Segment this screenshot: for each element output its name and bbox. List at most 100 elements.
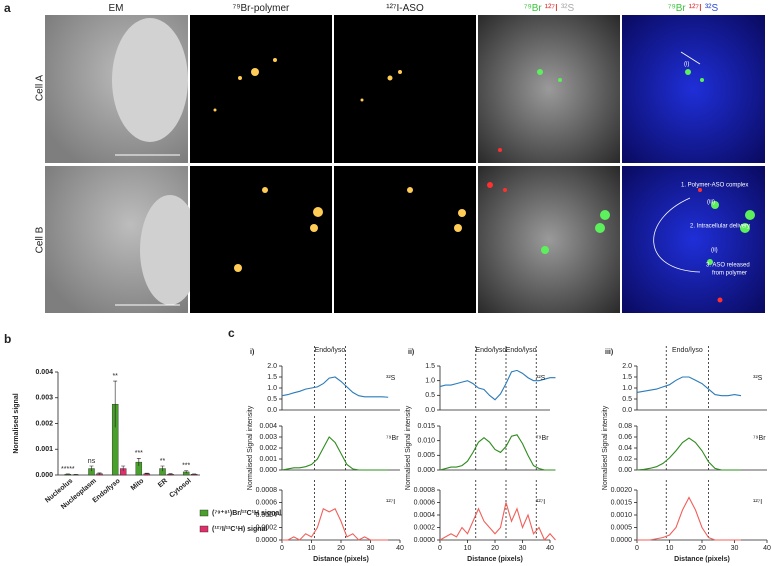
x-tick-label: ER xyxy=(157,478,169,490)
header-part: ⁷⁹Br xyxy=(668,3,687,14)
y-tick-label: 1.0 xyxy=(425,378,435,385)
error-bar xyxy=(168,473,173,475)
line xyxy=(439,434,556,471)
i-image xyxy=(334,15,476,163)
y-tick-label: 1.5 xyxy=(622,374,632,381)
x-tick-label: 0 xyxy=(635,545,639,552)
error-bar xyxy=(89,465,94,472)
y-tick-label: 0.08 xyxy=(618,423,632,430)
significance: ** xyxy=(112,373,118,380)
y-tick-label: 0.0006 xyxy=(256,499,278,506)
header-part: ³²S xyxy=(705,3,719,14)
y-tick-label: 0.0002 xyxy=(414,524,436,531)
element-label: ³²S xyxy=(536,375,546,382)
x-tick-label: 20 xyxy=(698,545,706,552)
line xyxy=(281,376,389,398)
y-tick-label: 0.004 xyxy=(259,423,277,430)
y-tick-label: 0.0 xyxy=(425,407,435,414)
panel-letter: c xyxy=(228,326,235,340)
hotspots xyxy=(213,58,466,272)
line xyxy=(439,502,556,542)
y-tick-label: 0.0000 xyxy=(256,537,278,544)
y-tick-label: 0.0006 xyxy=(414,499,436,506)
error-bar xyxy=(121,465,126,472)
y-axis-label: Normalised signal xyxy=(13,393,20,453)
subplot-title: i) xyxy=(250,349,254,356)
header-part: ³²S xyxy=(561,3,575,14)
br-image xyxy=(190,15,332,163)
error-bar xyxy=(192,473,197,475)
error-bar xyxy=(160,465,165,472)
y-tick-label: 0.0 xyxy=(267,407,277,414)
error-bar xyxy=(73,474,78,475)
y-tick-label: 0.0020 xyxy=(611,487,633,494)
subplot-title: iii) xyxy=(605,349,613,356)
overlay-image xyxy=(478,15,620,163)
element-label: ³²S xyxy=(386,375,396,382)
y-tick-label: 0.0010 xyxy=(611,512,633,519)
region-label: Endo/lyso xyxy=(506,347,537,354)
annotation: (iii) xyxy=(707,200,715,206)
line xyxy=(282,507,389,541)
red-spots xyxy=(487,148,723,303)
y-tick-label: 1.0 xyxy=(622,385,632,392)
line xyxy=(439,369,556,401)
y-axis-label: Normalised Signal intensity xyxy=(405,405,412,490)
pointer xyxy=(680,51,701,65)
error-bar xyxy=(65,473,70,475)
x-axis-label: Distance (pixels) xyxy=(313,556,369,563)
overlay-blue-image xyxy=(622,15,765,163)
x-tick-label: Mito xyxy=(130,478,146,493)
element-label: ³²S xyxy=(753,375,763,382)
row-label: Cell A xyxy=(35,75,46,101)
element-label: ¹²⁷I xyxy=(386,499,395,506)
annotation: from polymer xyxy=(712,271,747,277)
panel-letter: a xyxy=(4,1,11,15)
y-axis-label: Normalised Signal intensity xyxy=(602,405,609,490)
x-tick-label: 0 xyxy=(438,545,442,552)
y-tick-label: 0.003 xyxy=(35,395,53,402)
x-axis-label: Distance (pixels) xyxy=(674,556,730,563)
x-tick-label: 20 xyxy=(491,545,499,552)
header-part: ¹²⁷I xyxy=(689,3,702,14)
y-tick-label: 0.003 xyxy=(259,434,277,441)
x-tick-label: 10 xyxy=(308,545,316,552)
x-tick-label: 30 xyxy=(731,545,739,552)
y-tick-label: 0.002 xyxy=(259,445,277,452)
element-label: ⁷⁹Br xyxy=(536,435,549,442)
x-tick-label: Cytosol xyxy=(168,478,192,500)
significance: *** xyxy=(182,462,190,469)
error-bar xyxy=(113,380,118,428)
green-spots xyxy=(537,69,755,265)
y-tick-label: 2.0 xyxy=(267,363,277,370)
y-tick-label: 0.0004 xyxy=(256,512,278,519)
y-tick-label: 0.002 xyxy=(35,420,53,427)
y-tick-label: 0.010 xyxy=(417,438,435,445)
significance: ***** xyxy=(61,466,75,473)
region-label: Endo/lyso xyxy=(315,347,346,354)
y-tick-label: 1.5 xyxy=(267,374,277,381)
y-tick-label: 0.001 xyxy=(35,446,53,453)
arrow xyxy=(653,197,701,273)
overlay-blue-image xyxy=(622,166,765,313)
annotation: (i) xyxy=(684,62,689,68)
y-tick-label: 0.0005 xyxy=(611,524,633,531)
y-tick-label: 0.0 xyxy=(622,407,632,414)
overlay-image xyxy=(478,166,620,313)
y-tick-label: 0.0000 xyxy=(611,537,633,544)
annotation: 3. ASO released xyxy=(706,263,750,269)
x-tick-label: 40 xyxy=(763,545,771,552)
y-tick-label: 0.0008 xyxy=(414,487,436,494)
x-tick-label: 10 xyxy=(464,545,472,552)
y-tick-label: 0.0002 xyxy=(256,524,278,531)
column-header: EM xyxy=(109,3,124,14)
line xyxy=(636,437,741,471)
x-axis-label: Distance (pixels) xyxy=(467,556,523,563)
legend-label: (⁷⁹⁺⁸¹)Br/¹²C¹H signal xyxy=(212,510,281,517)
y-tick-label: 0.000 xyxy=(417,467,435,474)
y-tick-label: 0.0004 xyxy=(414,512,436,519)
i-image xyxy=(334,166,476,313)
em-nucleus xyxy=(112,18,188,142)
y-tick-label: 0.0000 xyxy=(414,537,436,544)
